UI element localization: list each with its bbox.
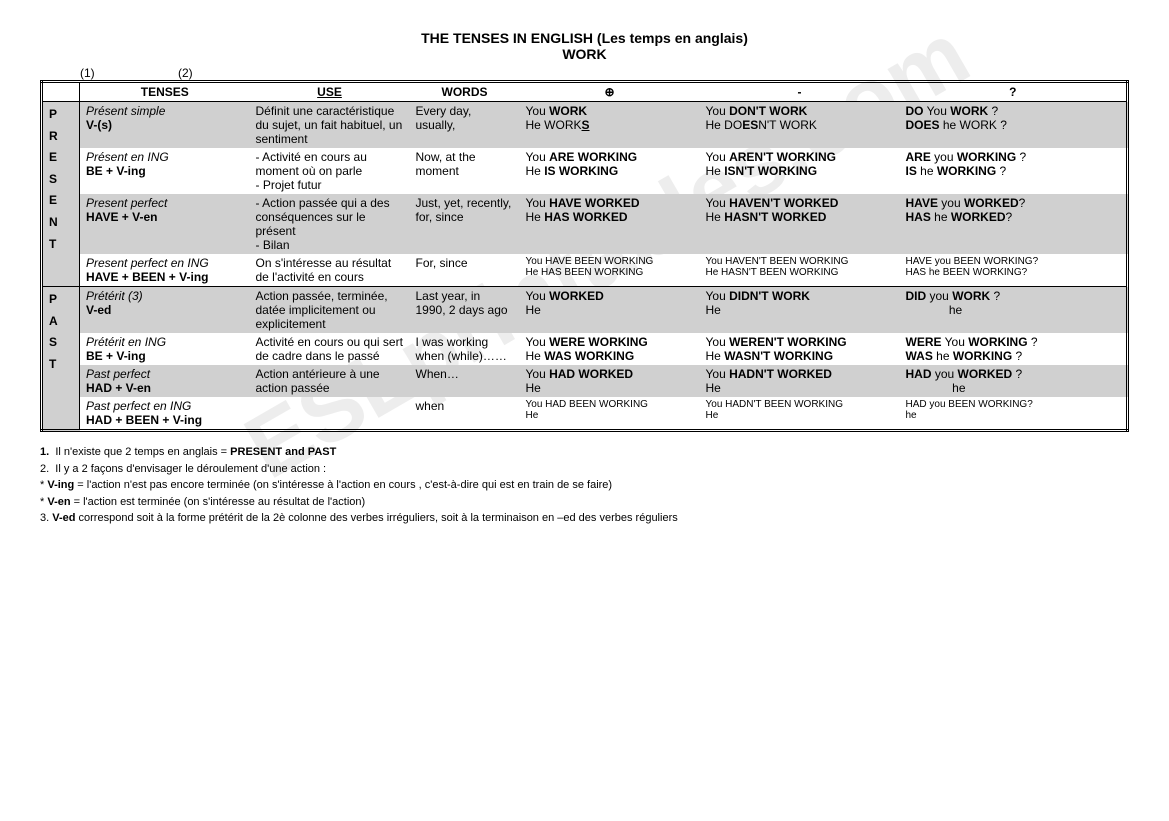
use-cell: On s'intéresse au résultat de l'activité…	[250, 254, 410, 287]
tense-cell: Présent en INGBE + V-ing	[80, 148, 250, 194]
header-blank	[42, 82, 80, 102]
header-plus: ⊕	[520, 82, 700, 102]
note-2: 2. Il y a 2 façons d'envisager le déroul…	[40, 461, 1129, 478]
use-cell	[250, 397, 410, 431]
words-cell: For, since	[410, 254, 520, 287]
question-cell: HAVE you WORKED?HAS he WORKED?	[900, 194, 1128, 254]
tense-cell: Present perfect en INGHAVE + BEEN + V-in…	[80, 254, 250, 287]
table-row: Past perfectHAD + V-enAction antérieure …	[42, 365, 1128, 397]
use-cell: - Activité en cours au moment où on parl…	[250, 148, 410, 194]
tense-cell: Présent simpleV-(s)	[80, 102, 250, 149]
plus-cell: You WERE WORKINGHe WAS WORKING	[520, 333, 700, 365]
header-minus: -	[700, 82, 900, 102]
plus-cell: You HAVE BEEN WORKINGHe HAS BEEN WORKING	[520, 254, 700, 287]
plus-cell: You WORKEDHe	[520, 287, 700, 334]
table-row: Présent en INGBE + V-ing- Activité en co…	[42, 148, 1128, 194]
note-5: 3. V-ed correspond soit à la forme prété…	[40, 510, 1129, 527]
use-cell: Action passée, terminée, datée implicite…	[250, 287, 410, 334]
use-cell: Activité en cours ou qui sert de cadre d…	[250, 333, 410, 365]
minus-cell: You AREN'T WORKINGHe ISN'T WORKING	[700, 148, 900, 194]
question-cell: DID you WORK ? he	[900, 287, 1128, 334]
words-cell: Just, yet, recently, for, since	[410, 194, 520, 254]
use-cell: - Action passée qui a des conséquences s…	[250, 194, 410, 254]
words-cell: Last year, in 1990, 2 days ago	[410, 287, 520, 334]
minus-cell: You DIDN'T WORKHe	[700, 287, 900, 334]
words-cell: When…	[410, 365, 520, 397]
column-markers: (1) (2)	[80, 66, 1129, 80]
plus-cell: You ARE WORKINGHe IS WORKING	[520, 148, 700, 194]
table-row: Present perfect en INGHAVE + BEEN + V-in…	[42, 254, 1128, 287]
plus-cell: You WORKHe WORKS	[520, 102, 700, 149]
tenses-table: TENSES USE WORDS ⊕ - ? PRESENTPrésent si…	[40, 80, 1129, 432]
words-cell: Now, at the moment	[410, 148, 520, 194]
header-use: USE	[250, 82, 410, 102]
table-row: Prétérit en INGBE + V-ingActivité en cou…	[42, 333, 1128, 365]
tense-cell: Prétérit en INGBE + V-ing	[80, 333, 250, 365]
note-4: * V-en = l'action est terminée (on s'int…	[40, 494, 1129, 511]
plus-cell: You HAD BEEN WORKINGHe	[520, 397, 700, 431]
question-cell: HAD you BEEN WORKING? he	[900, 397, 1128, 431]
question-cell: ARE you WORKING ?IS he WORKING ?	[900, 148, 1128, 194]
words-cell: when	[410, 397, 520, 431]
header-tenses: TENSES	[80, 82, 250, 102]
tense-cell: Present perfectHAVE + V-en	[80, 194, 250, 254]
plus-cell: You HAVE WORKEDHe HAS WORKED	[520, 194, 700, 254]
question-cell: HAVE you BEEN WORKING?HAS he BEEN WORKIN…	[900, 254, 1128, 287]
footnotes: 1. Il n'existe que 2 temps en anglais = …	[40, 444, 1129, 527]
tense-cell: Prétérit (3)V-ed	[80, 287, 250, 334]
note-3: * V-ing = l'action n'est pas encore term…	[40, 477, 1129, 494]
minus-cell: You HADN'T BEEN WORKINGHe	[700, 397, 900, 431]
table-header-row: TENSES USE WORDS ⊕ - ?	[42, 82, 1128, 102]
tense-cell: Past perfectHAD + V-en	[80, 365, 250, 397]
table-row: Past perfect en INGHAD + BEEN + V-ing whe…	[42, 397, 1128, 431]
header-words: WORDS	[410, 82, 520, 102]
time-label: PRESENT	[42, 102, 80, 287]
question-cell: HAD you WORKED ? he	[900, 365, 1128, 397]
page-title: THE TENSES IN ENGLISH (Les temps en angl…	[40, 30, 1129, 62]
words-cell: Every day, usually,	[410, 102, 520, 149]
use-cell: Définit une caractéristique du sujet, un…	[250, 102, 410, 149]
minus-cell: You DON'T WORKHe DOESN'T WORK	[700, 102, 900, 149]
table-row: Present perfectHAVE + V-en- Action passé…	[42, 194, 1128, 254]
col-marker-2: (2)	[178, 66, 193, 80]
question-cell: WERE You WORKING ?WAS he WORKING ?	[900, 333, 1128, 365]
plus-cell: You HAD WORKEDHe	[520, 365, 700, 397]
col-marker-1: (1)	[80, 66, 95, 80]
table-row: PRESENTPrésent simpleV-(s)Définit une ca…	[42, 102, 1128, 149]
use-cell: Action antérieure à une action passée	[250, 365, 410, 397]
minus-cell: You HAVEN'T BEEN WORKINGHe HASN'T BEEN W…	[700, 254, 900, 287]
time-label: PAST	[42, 287, 80, 431]
title-line1: THE TENSES IN ENGLISH (Les temps en angl…	[40, 30, 1129, 46]
note-1: 1. Il n'existe que 2 temps en anglais = …	[40, 444, 1129, 461]
tense-cell: Past perfect en INGHAD + BEEN + V-ing	[80, 397, 250, 431]
table-row: PASTPrétérit (3)V-edAction passée, termi…	[42, 287, 1128, 334]
minus-cell: You WEREN'T WORKINGHe WASN'T WORKING	[700, 333, 900, 365]
words-cell: I was working when (while)……	[410, 333, 520, 365]
minus-cell: You HAVEN'T WORKEDHe HASN'T WORKED	[700, 194, 900, 254]
header-question: ?	[900, 82, 1128, 102]
minus-cell: You HADN'T WORKEDHe	[700, 365, 900, 397]
question-cell: DO You WORK ?DOES he WORK ?	[900, 102, 1128, 149]
title-line2: WORK	[40, 46, 1129, 62]
